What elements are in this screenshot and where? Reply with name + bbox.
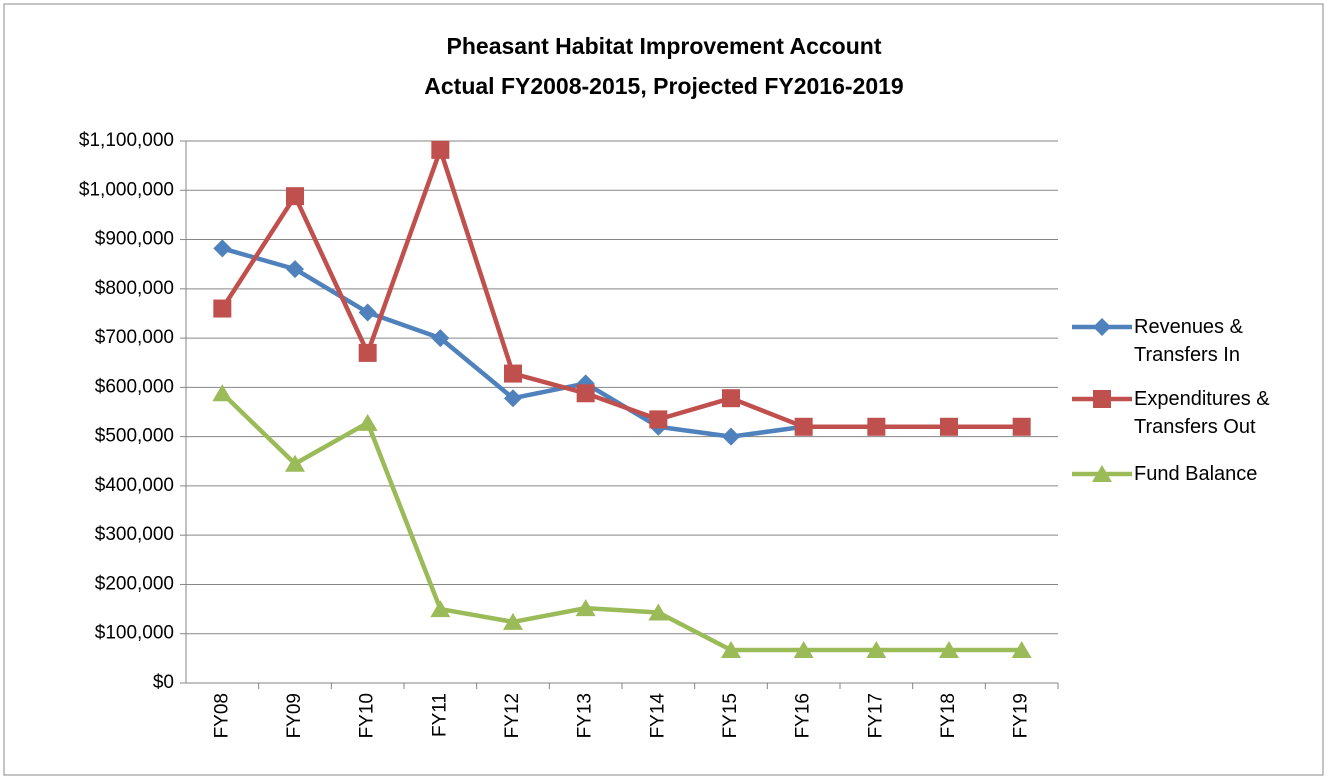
chart-title: Pheasant Habitat Improvement Account [447, 33, 882, 59]
data-point [357, 413, 378, 431]
y-tick-label: $1,000,000 [79, 179, 174, 200]
y-tick-label: $800,000 [95, 278, 174, 299]
data-point [722, 427, 740, 446]
data-point [286, 260, 304, 279]
y-tick-label: $400,000 [95, 475, 174, 496]
data-point [504, 389, 522, 408]
data-point [1012, 417, 1031, 436]
data-point [721, 640, 741, 658]
legend-marker [1092, 465, 1112, 482]
data-point [431, 329, 450, 348]
x-tick-label: FY19 [1011, 693, 1032, 738]
y-tick-label: $200,000 [95, 573, 174, 594]
y-tick-label: $300,000 [95, 524, 174, 545]
data-point [794, 417, 813, 436]
data-point [793, 640, 814, 658]
y-tick-label: $100,000 [95, 623, 174, 644]
legend-marker [1093, 390, 1111, 408]
data-point [358, 303, 377, 322]
y-tick-label: $900,000 [95, 229, 174, 250]
data-point [503, 612, 523, 630]
x-tick-label: FY18 [938, 693, 959, 738]
data-point [431, 140, 450, 159]
data-point [358, 343, 377, 362]
y-tick-label: $600,000 [95, 376, 174, 397]
legend-label: Revenues & Transfers In [1134, 316, 1243, 366]
series-line [220, 147, 1022, 430]
data-point [430, 600, 451, 618]
data-point [213, 239, 232, 258]
series-line [220, 391, 1022, 653]
x-tick-label: FY16 [793, 693, 814, 738]
data-point [285, 454, 305, 472]
data-point [575, 599, 596, 617]
data-point [939, 640, 959, 658]
data-point [576, 384, 595, 403]
data-point [212, 384, 233, 402]
legend-marker [1093, 318, 1111, 336]
data-point [213, 299, 232, 318]
y-tick-label: $500,000 [95, 426, 174, 447]
data-point [940, 417, 958, 436]
x-tick-label: FY14 [647, 693, 668, 739]
data-point [866, 640, 887, 658]
data-point [504, 364, 522, 383]
x-tick-label: FY09 [284, 693, 305, 738]
x-tick-label: FY15 [720, 693, 741, 738]
legend-label: Expenditures & Transfers Out [1134, 388, 1270, 438]
y-tick-label: $0 [153, 672, 174, 693]
y-tick-label: $1,100,000 [79, 130, 174, 151]
data-point [286, 187, 304, 206]
data-point [722, 389, 740, 408]
y-tick-label: $700,000 [95, 327, 174, 348]
x-tick-label: FY13 [575, 693, 596, 738]
chart-border [3, 3, 1324, 776]
data-point [1011, 640, 1032, 658]
chart-subtitle: Actual FY2008-2015, Projected FY2016-201… [424, 73, 903, 99]
x-tick-label: FY10 [357, 693, 378, 738]
data-point [648, 603, 669, 621]
x-tick-label: FY12 [502, 693, 523, 738]
data-point [867, 417, 886, 436]
x-tick-label: FY08 [211, 693, 232, 738]
legend-label: Fund Balance [1134, 463, 1258, 485]
data-point [649, 410, 668, 429]
x-tick-label: FY17 [865, 693, 886, 738]
x-tick-label: FY11 [429, 693, 450, 737]
